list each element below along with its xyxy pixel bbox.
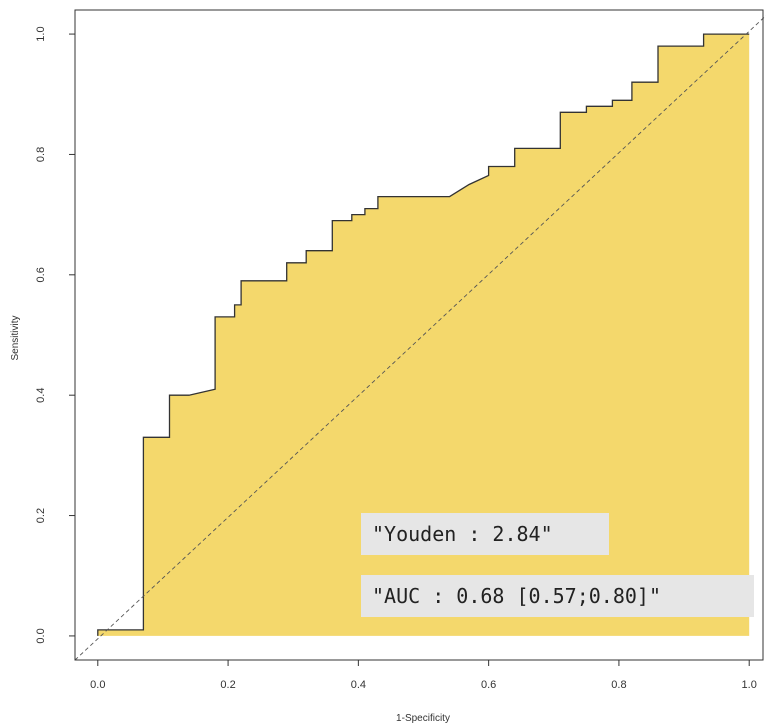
y-tick-label: 0.8 [35,147,47,162]
youden-annotation-text: "Youden : 2.84" [372,522,553,546]
diagonal-reference-line [74,14,766,661]
roc-curve-line [97,33,750,636]
y-tick-label: 1.0 [35,26,47,41]
roc-line-layer [74,14,766,661]
y-tick-label: 0.0 [35,628,47,643]
axes-layer: 0.0 0.2 0.4 0.6 0.8 1.0 0.0 0.2 0.4 0.6 0.8 1.0 [35,9,764,691]
x-tick-label: 0.6 [481,679,496,691]
x-axis-title: 1-Specificity [396,713,450,724]
x-tick-label: 1.0 [742,679,757,691]
x-tick-label: 0.0 [90,679,105,691]
x-tick-label: 0.4 [351,679,366,691]
y-tick-label: 0.6 [35,267,47,282]
youden-annotation-box [361,513,609,555]
x-tick-label: 0.8 [611,679,626,691]
auc-annotation-text: "AUC : 0.68 [0.57;0.80]" [372,584,661,608]
x-tick-label: 0.2 [220,679,235,691]
plot-frame [74,9,764,661]
y-tick-label: 0.2 [35,508,47,523]
auc-annotation-box [361,575,754,617]
y-axis-title: Sensitivity [10,315,21,360]
y-tick-label: 0.4 [35,388,47,403]
annotation-layer: "Youden : 2.84" "AUC : 0.68 [0.57;0.80]" [361,513,754,617]
